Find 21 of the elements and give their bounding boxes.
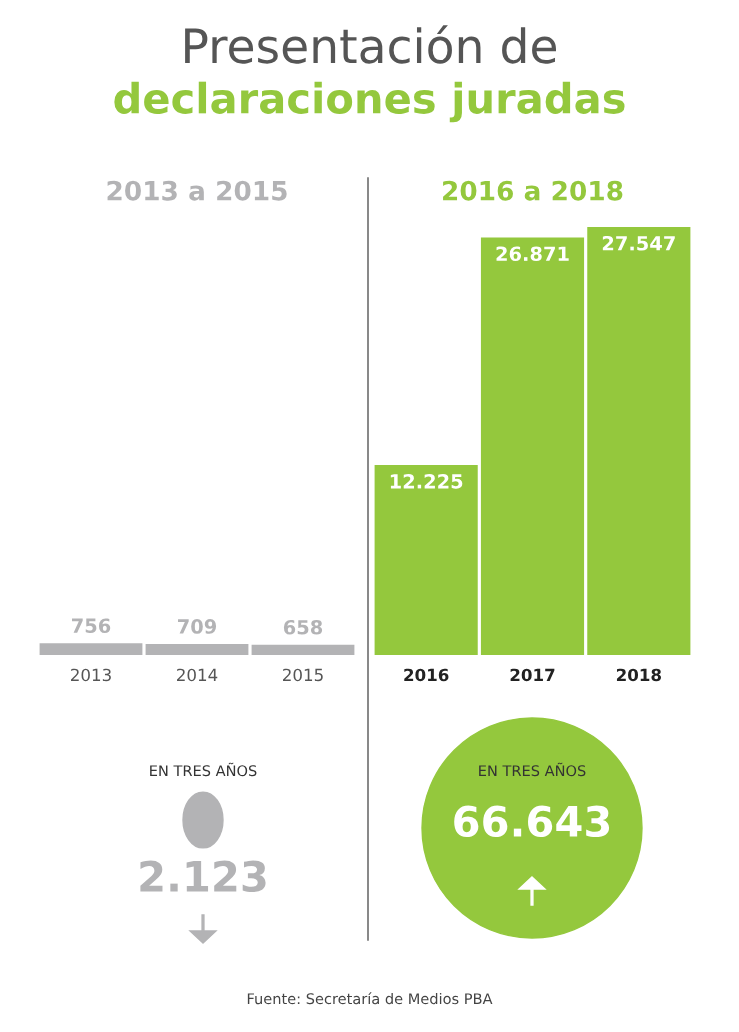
chart-title: 2013 a 2015 xyxy=(107,180,287,201)
text: declaraciones juradas xyxy=(114,81,625,123)
x-tick-label: 2016 xyxy=(404,668,449,682)
text: 66.643 xyxy=(454,805,610,838)
x-tick-label: 2015 xyxy=(283,668,323,682)
chart-title: 2016 a 2018 xyxy=(443,180,623,201)
data-label: 709 xyxy=(178,619,217,634)
data-label: 26.871 xyxy=(496,246,569,262)
text: Presentación de xyxy=(185,25,556,64)
x-tick-label: 2013 xyxy=(71,668,111,682)
data-label: 756 xyxy=(72,618,111,634)
x-tick-label: 2018 xyxy=(616,668,661,682)
data-label: 12.225 xyxy=(390,473,463,489)
text: EN TRES AÑOS xyxy=(150,762,257,777)
data-label: 658 xyxy=(283,619,323,635)
x-tick-label: 2017 xyxy=(510,668,555,682)
x-tick-label: 2014 xyxy=(177,668,218,682)
text: 2.123 xyxy=(140,860,266,893)
text: EN TRES AÑOS xyxy=(479,762,586,777)
data-label: 27.547 xyxy=(602,235,675,251)
source-note: Fuente: Secretaría de Medios PBA xyxy=(247,992,493,1005)
